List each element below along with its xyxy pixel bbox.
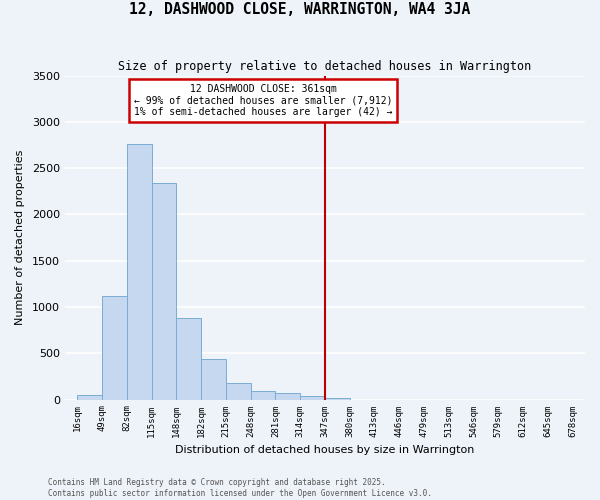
Text: 12 DASHWOOD CLOSE: 361sqm
← 99% of detached houses are smaller (7,912)
1% of sem: 12 DASHWOOD CLOSE: 361sqm ← 99% of detac… bbox=[134, 84, 392, 117]
Bar bbox=[77, 395, 102, 400]
X-axis label: Distribution of detached houses by size in Warrington: Distribution of detached houses by size … bbox=[175, 445, 475, 455]
Bar bbox=[275, 393, 300, 400]
Text: 12, DASHWOOD CLOSE, WARRINGTON, WA4 3JA: 12, DASHWOOD CLOSE, WARRINGTON, WA4 3JA bbox=[130, 2, 470, 18]
Bar bbox=[201, 359, 226, 400]
Bar bbox=[325, 398, 350, 400]
Text: Contains HM Land Registry data © Crown copyright and database right 2025.
Contai: Contains HM Land Registry data © Crown c… bbox=[48, 478, 432, 498]
Bar bbox=[251, 391, 275, 400]
Bar bbox=[176, 318, 201, 400]
Bar bbox=[226, 383, 251, 400]
Bar bbox=[102, 296, 127, 400]
Bar bbox=[127, 144, 152, 400]
Bar bbox=[300, 396, 325, 400]
Title: Size of property relative to detached houses in Warrington: Size of property relative to detached ho… bbox=[118, 60, 532, 73]
Y-axis label: Number of detached properties: Number of detached properties bbox=[15, 150, 25, 325]
Bar bbox=[152, 183, 176, 400]
